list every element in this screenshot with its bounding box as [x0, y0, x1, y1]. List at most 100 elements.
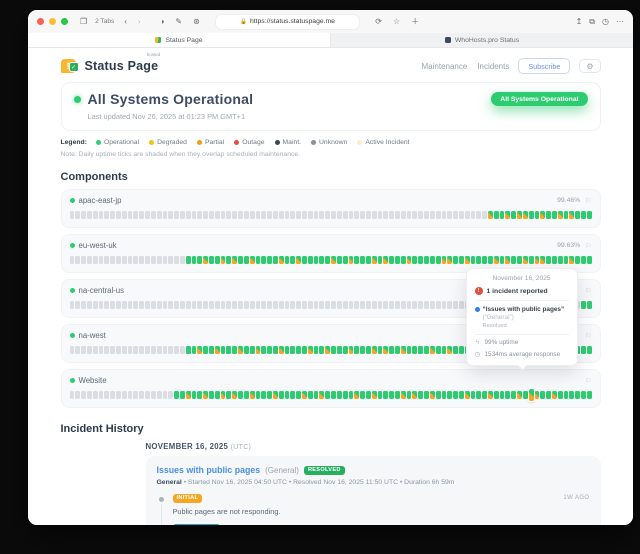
- uptime-tick[interactable]: [145, 211, 150, 219]
- uptime-tick[interactable]: [575, 346, 580, 354]
- uptime-tick[interactable]: [400, 301, 406, 309]
- uptime-tick[interactable]: [156, 256, 162, 264]
- uptime-tick-hovered[interactable]: [528, 389, 534, 401]
- uptime-tick[interactable]: [86, 256, 92, 264]
- new-tab-plus-icon[interactable]: ＋: [411, 16, 420, 26]
- uptime-tick[interactable]: [133, 346, 139, 354]
- uptime-tick[interactable]: [156, 301, 162, 309]
- uptime-tick[interactable]: [197, 391, 203, 399]
- uptime-tick[interactable]: [342, 256, 348, 264]
- uptime-tick[interactable]: [232, 211, 238, 219]
- uptime-tick[interactable]: [331, 391, 336, 399]
- uptime-tick[interactable]: [313, 391, 319, 399]
- uptime-tick[interactable]: [551, 391, 557, 399]
- uptime-tick[interactable]: [214, 256, 220, 264]
- uptime-tick[interactable]: [243, 301, 249, 309]
- uptime-tick[interactable]: [377, 346, 383, 354]
- uptime-tick[interactable]: [395, 391, 400, 399]
- uptime-tick[interactable]: [156, 346, 162, 354]
- uptime-tick[interactable]: [557, 211, 563, 219]
- uptime-tick[interactable]: [249, 301, 255, 309]
- uptime-tick[interactable]: [493, 391, 499, 399]
- uptime-tick[interactable]: [110, 391, 115, 399]
- uptime-tick[interactable]: [429, 211, 435, 219]
- uptime-tick[interactable]: [551, 211, 557, 219]
- uptime-tick[interactable]: [557, 256, 563, 264]
- uptime-tick[interactable]: [540, 391, 546, 399]
- uptime-tick[interactable]: [575, 391, 580, 399]
- uptime-tick[interactable]: [563, 391, 569, 399]
- history-clock-icon[interactable]: ◷: [602, 17, 609, 26]
- uptime-tick[interactable]: [517, 211, 522, 219]
- uptime-tick[interactable]: [319, 346, 325, 354]
- uptime-tick[interactable]: [226, 301, 232, 309]
- uptime-tick[interactable]: [69, 301, 75, 309]
- uptime-tick[interactable]: [162, 301, 168, 309]
- uptime-tick[interactable]: [302, 346, 307, 354]
- uptime-tick[interactable]: [418, 301, 424, 309]
- uptime-tick[interactable]: [313, 346, 319, 354]
- uptime-tick[interactable]: [383, 256, 389, 264]
- uptime-tick[interactable]: [156, 391, 162, 399]
- uptime-tick[interactable]: [174, 391, 179, 399]
- uptime-tick[interactable]: [179, 211, 185, 219]
- uptime-tick[interactable]: [307, 391, 313, 399]
- uptime-tick[interactable]: [325, 211, 331, 219]
- uptime-tick[interactable]: [162, 256, 168, 264]
- uptime-tick[interactable]: [528, 211, 534, 219]
- uptime-tick[interactable]: [313, 256, 319, 264]
- uptime-tick[interactable]: [179, 301, 185, 309]
- uptime-tick[interactable]: [429, 346, 435, 354]
- uptime-tick[interactable]: [261, 391, 267, 399]
- uptime-tick[interactable]: [482, 256, 487, 264]
- uptime-tick[interactable]: [145, 346, 150, 354]
- uptime-tick[interactable]: [418, 256, 424, 264]
- uptime-tick[interactable]: [296, 391, 301, 399]
- uptime-tick[interactable]: [511, 256, 517, 264]
- uptime-tick[interactable]: [284, 391, 290, 399]
- uptime-tick[interactable]: [365, 391, 371, 399]
- uptime-tick[interactable]: [365, 346, 371, 354]
- flag-icon[interactable]: ⚐: [585, 197, 592, 205]
- uptime-tick[interactable]: [81, 256, 86, 264]
- uptime-tick[interactable]: [586, 301, 592, 309]
- uptime-tick[interactable]: [197, 256, 203, 264]
- uptime-tick[interactable]: [458, 391, 464, 399]
- uptime-tick[interactable]: [453, 391, 458, 399]
- uptime-tick[interactable]: [389, 391, 394, 399]
- uptime-tick[interactable]: [348, 391, 354, 399]
- uptime-tick[interactable]: [116, 256, 121, 264]
- uptime-tick[interactable]: [238, 301, 243, 309]
- uptime-tick[interactable]: [284, 346, 290, 354]
- nav-link-incidents[interactable]: Incidents: [477, 61, 510, 71]
- uptime-tick[interactable]: [232, 391, 238, 399]
- uptime-tick[interactable]: [191, 256, 197, 264]
- uptime-tick[interactable]: [104, 211, 110, 219]
- uptime-tick[interactable]: [278, 346, 284, 354]
- uptime-tick[interactable]: [226, 211, 232, 219]
- uptime-tick[interactable]: [272, 391, 278, 399]
- uptime-tick[interactable]: [255, 346, 261, 354]
- uptime-tick[interactable]: [412, 301, 418, 309]
- uptime-tick[interactable]: [150, 256, 156, 264]
- uptime-tick[interactable]: [447, 256, 453, 264]
- uptime-tick[interactable]: [209, 346, 214, 354]
- uptime-tick[interactable]: [365, 301, 371, 309]
- zoom-window-button[interactable]: [61, 18, 68, 25]
- uptime-tick[interactable]: [331, 211, 336, 219]
- uptime-tick[interactable]: [238, 211, 243, 219]
- uptime-tick[interactable]: [214, 346, 220, 354]
- uptime-tick[interactable]: [267, 391, 272, 399]
- uptime-tick[interactable]: [336, 301, 342, 309]
- uptime-tick[interactable]: [243, 346, 249, 354]
- uptime-tick[interactable]: [360, 346, 365, 354]
- uptime-tick[interactable]: [296, 301, 301, 309]
- uptime-tick[interactable]: [243, 256, 249, 264]
- uptime-tick[interactable]: [499, 256, 505, 264]
- uptime-tick[interactable]: [104, 256, 110, 264]
- uptime-tick[interactable]: [168, 301, 174, 309]
- uptime-tick[interactable]: [174, 301, 179, 309]
- uptime-tick[interactable]: [139, 391, 145, 399]
- uptime-tick[interactable]: [354, 256, 360, 264]
- uptime-tick[interactable]: [197, 301, 203, 309]
